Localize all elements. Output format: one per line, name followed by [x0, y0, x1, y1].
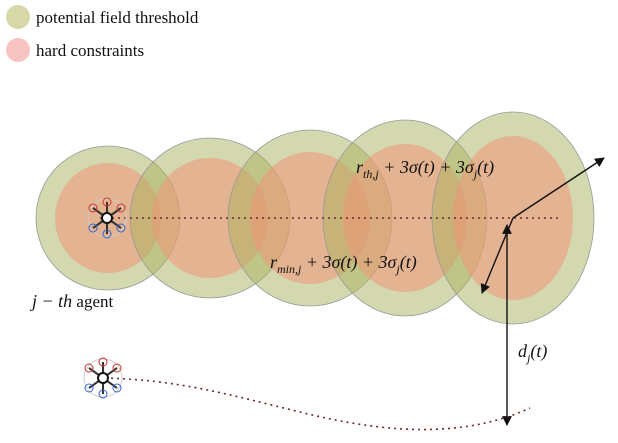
legend-label: hard constraints: [36, 41, 144, 60]
label-part: th,j: [363, 167, 379, 181]
label-part: d: [518, 341, 528, 361]
label-part: j − th: [30, 291, 72, 311]
label-part: + 3σ(t) + 3σ: [301, 252, 397, 273]
label-part: (t): [477, 157, 494, 178]
reference-trajectory: [104, 377, 531, 431]
label-part: r: [270, 252, 278, 272]
label-part: j: [472, 167, 478, 181]
legend-swatch: [6, 38, 30, 62]
agent-label: j − th agent: [30, 291, 113, 311]
label-part: j: [394, 262, 400, 276]
distance-label: dj(t): [518, 341, 547, 365]
label-part: agent: [72, 292, 113, 311]
threshold-label: rth,j + 3σ(t) + 3σj(t): [356, 157, 494, 181]
legend-swatch: [6, 5, 30, 29]
constraint-label: rmin,j + 3σ(t) + 3σj(t): [270, 252, 417, 276]
reference-drone: [83, 357, 123, 399]
label-part: (t): [530, 341, 547, 362]
label-part: r: [356, 157, 364, 177]
label-part: + 3σ(t) + 3σ: [379, 157, 475, 178]
label-part: (t): [400, 252, 417, 273]
label-part: j: [525, 351, 531, 365]
legend-label: potential field threshold: [36, 8, 199, 27]
arrow: [512, 157, 605, 219]
label-part: min,j: [277, 262, 302, 276]
